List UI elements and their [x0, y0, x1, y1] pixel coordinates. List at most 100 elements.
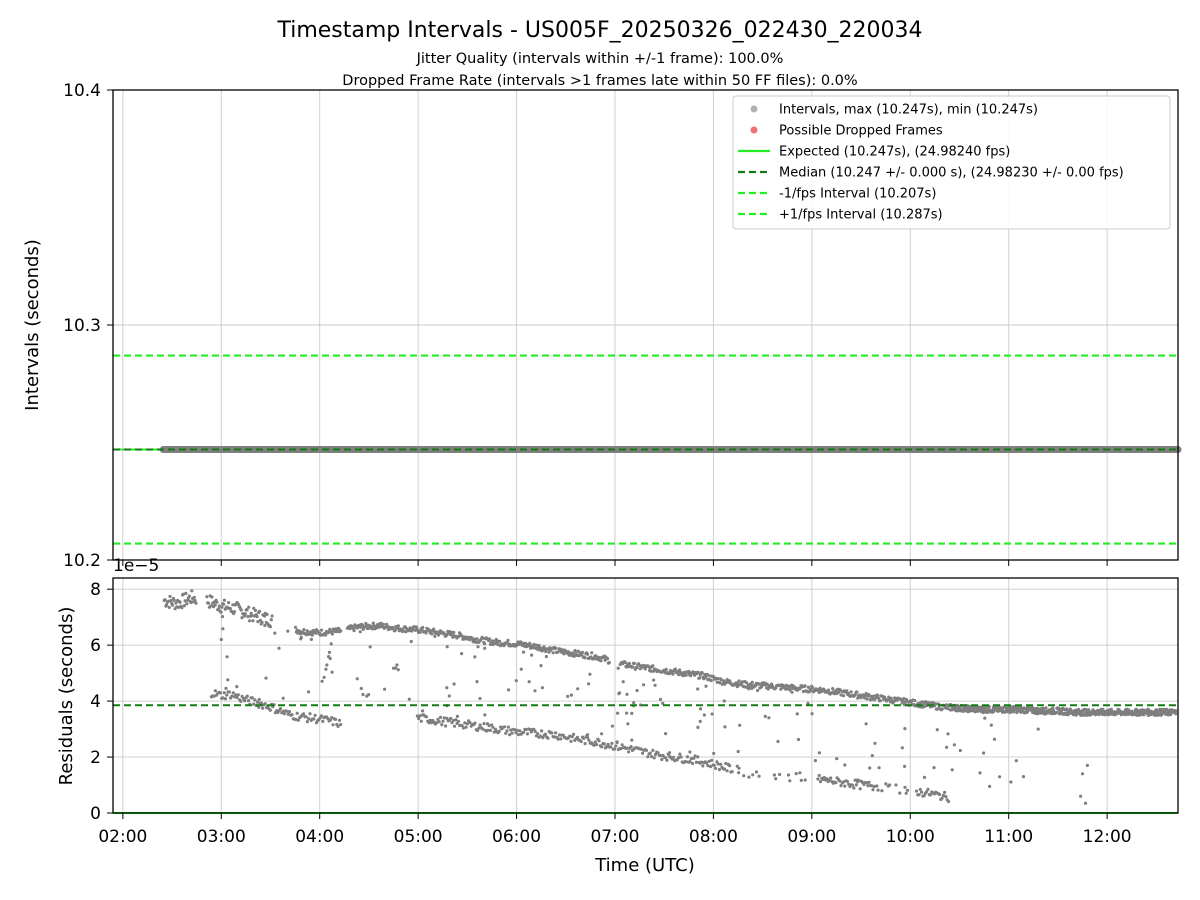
residual-point — [307, 690, 311, 694]
residual-point — [546, 736, 550, 740]
residual-point — [582, 736, 586, 741]
residual-point — [629, 745, 633, 749]
residual-point — [694, 760, 699, 764]
residual-point — [418, 714, 422, 718]
legend-entry: Median (10.247 +/- 0.000 s), (24.98230 +… — [738, 166, 1124, 181]
residual-point — [324, 667, 328, 671]
residual-point — [625, 692, 629, 696]
residual-point — [261, 706, 265, 710]
residual-point — [250, 696, 254, 700]
residual-point — [445, 716, 449, 721]
residual-point — [302, 712, 306, 716]
residual-point — [594, 654, 598, 658]
residual-point — [637, 663, 642, 667]
residual-point — [903, 764, 907, 769]
residual-point — [337, 718, 341, 722]
residual-point — [864, 691, 868, 696]
residual-point — [277, 646, 281, 650]
residual-point — [418, 630, 422, 634]
residual-point — [714, 766, 718, 771]
residual-point — [756, 688, 760, 693]
bottom-x-ticks: 02:00 03:00 04:00 05:00 06:00 07:00 08:00 09:00… — [98, 813, 1132, 847]
residual-point — [505, 641, 509, 645]
residual-point — [811, 686, 815, 690]
x-tick-label: 12:00 — [1083, 827, 1132, 847]
residual-point — [465, 722, 469, 726]
residual-point — [680, 671, 684, 675]
residual-point — [870, 754, 874, 758]
residual-point — [542, 645, 546, 649]
residual-point — [876, 788, 880, 792]
residual-point — [776, 739, 780, 744]
bottom-y-ticks: 0 2 4 6 8 — [90, 580, 113, 824]
residual-point — [442, 716, 446, 720]
residual-point — [841, 780, 846, 784]
residual-point — [421, 709, 425, 713]
residual-point — [243, 612, 247, 616]
residual-point — [189, 600, 193, 605]
residual-point — [750, 680, 754, 685]
residual-point — [870, 784, 874, 788]
residual-point — [809, 688, 813, 693]
residual-point — [352, 629, 356, 633]
bottom-reference-lines — [113, 704, 1178, 814]
residual-point — [868, 766, 872, 770]
residual-point — [449, 630, 453, 634]
x-tick-label: 07:00 — [590, 827, 639, 847]
residual-point — [876, 694, 880, 698]
residual-point — [625, 663, 629, 667]
residual-point — [217, 604, 221, 608]
residual-point — [904, 791, 908, 795]
residual-point — [521, 650, 526, 654]
residual-point — [610, 741, 614, 746]
residual-point — [900, 746, 904, 750]
residual-point — [806, 701, 810, 705]
residual-point — [992, 737, 997, 741]
residual-point — [259, 701, 263, 705]
residual-point — [569, 739, 573, 744]
residual-point — [230, 694, 234, 698]
residual-point — [845, 779, 850, 784]
top-y-tick-label: 10.3 — [63, 316, 101, 336]
residual-point — [725, 769, 729, 773]
residual-point — [302, 628, 306, 632]
residual-point — [1101, 707, 1105, 711]
residual-point — [650, 755, 654, 759]
residual-point — [427, 721, 431, 725]
residual-point — [1011, 710, 1016, 714]
residual-point — [656, 751, 660, 755]
residual-point — [525, 732, 530, 736]
residual-point — [810, 712, 814, 716]
residual-point — [943, 790, 947, 795]
residual-point — [937, 792, 942, 797]
residual-point — [246, 699, 251, 703]
bottom-y-tick-label: 2 — [90, 748, 101, 768]
residual-point — [627, 750, 631, 754]
residual-point — [913, 704, 917, 708]
residual-point — [982, 751, 986, 755]
residual-point — [543, 732, 548, 736]
residual-point — [700, 671, 704, 675]
residual-point — [1142, 713, 1146, 717]
residual-point — [508, 733, 512, 737]
legend-label: Intervals, max (10.247s), min (10.247s) — [779, 103, 1038, 118]
residual-point — [580, 650, 585, 655]
residual-point — [333, 717, 338, 722]
residual-point — [286, 712, 290, 716]
residual-point — [221, 696, 225, 700]
residual-point — [799, 778, 803, 783]
residual-point — [424, 715, 428, 719]
residual-point — [324, 633, 328, 637]
residual-point — [600, 745, 604, 749]
residual-point — [667, 751, 672, 755]
residual-point — [757, 774, 761, 778]
residual-point — [281, 709, 285, 713]
residual-point — [944, 706, 948, 710]
residual-point — [260, 620, 264, 625]
residual-point — [926, 787, 930, 791]
residual-point — [206, 601, 211, 605]
residual-point — [368, 645, 372, 649]
residual-point — [457, 634, 461, 639]
residual-point — [717, 768, 722, 772]
